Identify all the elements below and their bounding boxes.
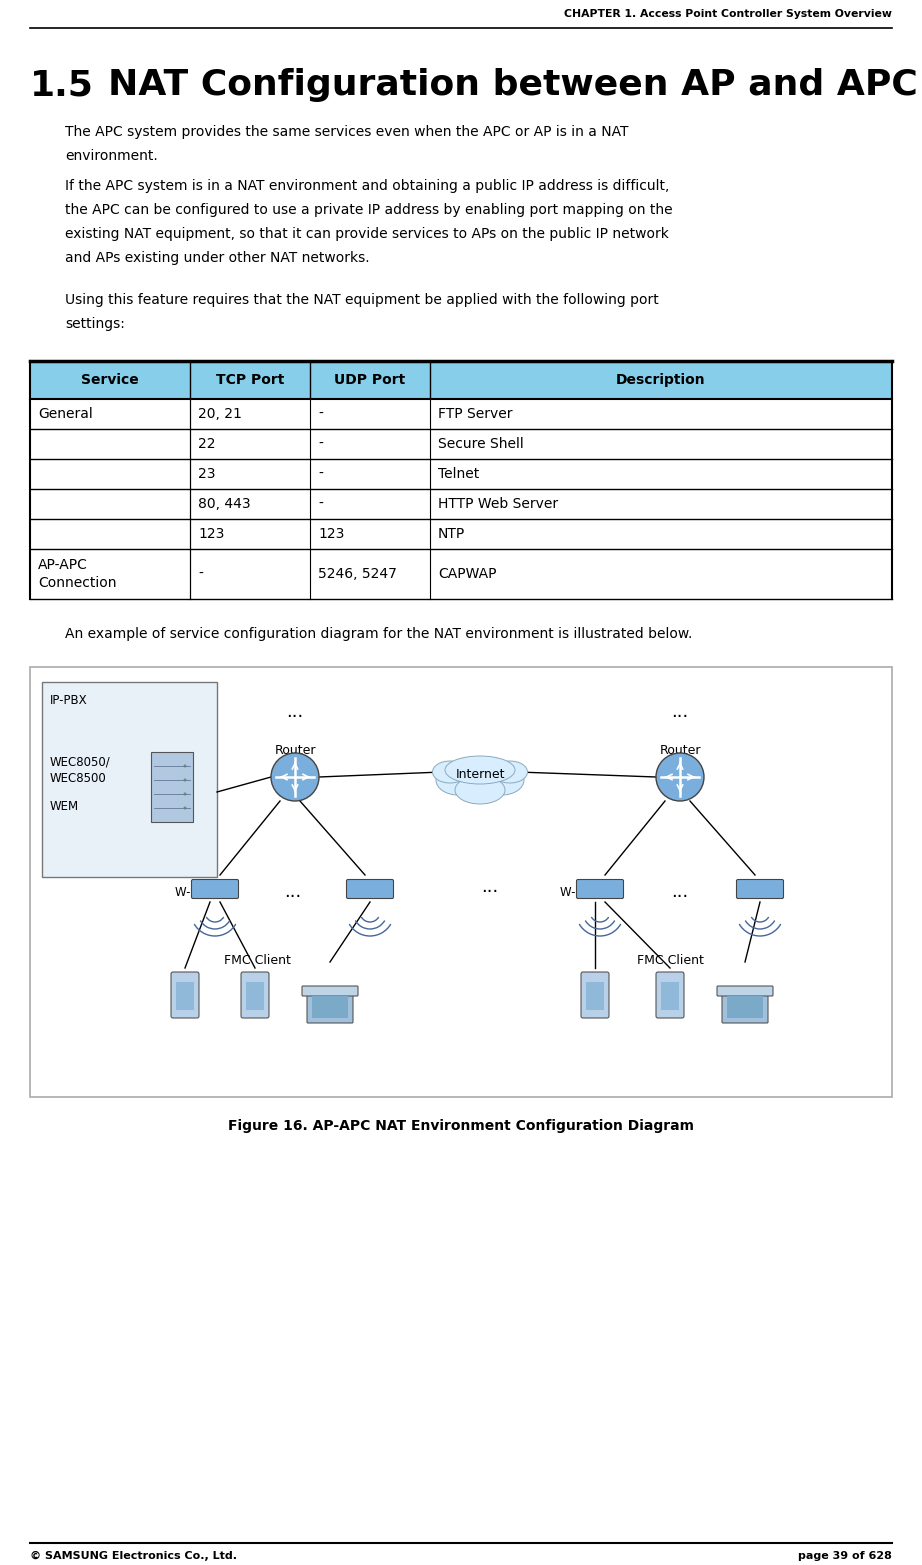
FancyBboxPatch shape: [241, 972, 269, 1017]
Circle shape: [183, 778, 186, 781]
Text: settings:: settings:: [65, 318, 124, 332]
Circle shape: [271, 753, 319, 801]
Text: Description: Description: [616, 372, 706, 387]
Text: NAT Configuration between AP and APC: NAT Configuration between AP and APC: [108, 67, 917, 102]
Bar: [661, 981, 679, 1009]
Text: General: General: [38, 407, 93, 421]
Text: 5246, 5247: 5246, 5247: [318, 567, 396, 581]
Text: Service: Service: [81, 372, 139, 387]
Text: Telnet: Telnet: [438, 466, 479, 480]
Text: page 39 of 628: page 39 of 628: [798, 1551, 892, 1560]
FancyBboxPatch shape: [722, 991, 768, 1024]
Text: ...: ...: [481, 878, 499, 897]
Text: FMC Client: FMC Client: [224, 955, 291, 967]
Text: ...: ...: [284, 883, 301, 901]
Text: WEC8500: WEC8500: [50, 773, 107, 786]
FancyBboxPatch shape: [192, 880, 239, 898]
Circle shape: [183, 764, 186, 767]
Text: IP-PBX: IP-PBX: [50, 693, 88, 706]
Text: existing NAT equipment, so that it can provide services to APs on the public IP : existing NAT equipment, so that it can p…: [65, 227, 668, 241]
Bar: [42, 682, 217, 876]
Ellipse shape: [492, 761, 527, 782]
Text: 123: 123: [198, 527, 224, 541]
FancyBboxPatch shape: [656, 972, 684, 1017]
Text: ...: ...: [287, 703, 303, 721]
Text: -: -: [318, 437, 323, 451]
Text: CHAPTER 1. Access Point Controller System Overview: CHAPTER 1. Access Point Controller Syste…: [564, 9, 892, 19]
Text: Internet: Internet: [455, 767, 504, 781]
Text: Router: Router: [659, 743, 701, 757]
FancyBboxPatch shape: [347, 880, 394, 898]
Ellipse shape: [445, 756, 515, 784]
Text: The APC system provides the same services even when the APC or AP is in a NAT: The APC system provides the same service…: [65, 125, 629, 139]
Circle shape: [183, 806, 186, 809]
Text: -: -: [318, 407, 323, 421]
Text: 20, 21: 20, 21: [198, 407, 242, 421]
Text: CAPWAP: CAPWAP: [438, 567, 497, 581]
Text: 80, 443: 80, 443: [198, 498, 251, 512]
FancyBboxPatch shape: [576, 880, 623, 898]
Text: the APC can be configured to use a private IP address by enabling port mapping o: the APC can be configured to use a priva…: [65, 203, 673, 218]
Text: AP-APC: AP-APC: [38, 559, 88, 571]
Bar: [586, 981, 604, 1009]
Text: FTP Server: FTP Server: [438, 407, 513, 421]
Ellipse shape: [455, 776, 505, 804]
Text: TCP Port: TCP Port: [216, 372, 284, 387]
Text: -: -: [198, 567, 203, 581]
Text: NTP: NTP: [438, 527, 466, 541]
Text: Connection: Connection: [38, 576, 116, 590]
Text: 1.5: 1.5: [30, 67, 94, 102]
FancyBboxPatch shape: [307, 991, 353, 1024]
Text: 22: 22: [198, 437, 216, 451]
Text: HTTP Web Server: HTTP Web Server: [438, 498, 558, 512]
Text: ...: ...: [671, 883, 689, 901]
Text: An example of service configuration diagram for the NAT environment is illustrat: An example of service configuration diag…: [65, 628, 692, 642]
Bar: [727, 995, 763, 1017]
Text: Secure Shell: Secure Shell: [438, 437, 524, 451]
Text: W-EP AP: W-EP AP: [560, 886, 609, 898]
Text: © SAMSUNG Electronics Co., Ltd.: © SAMSUNG Electronics Co., Ltd.: [30, 1551, 237, 1560]
Text: W-EP AP: W-EP AP: [175, 886, 224, 898]
Text: WEM: WEM: [50, 801, 79, 814]
Text: UDP Port: UDP Port: [335, 372, 406, 387]
Text: -: -: [318, 498, 323, 512]
Ellipse shape: [480, 765, 524, 795]
Text: environment.: environment.: [65, 149, 158, 163]
Ellipse shape: [436, 765, 480, 795]
Text: Router: Router: [274, 743, 315, 757]
FancyBboxPatch shape: [717, 986, 773, 995]
Bar: [246, 981, 264, 1009]
Text: WEC8050/: WEC8050/: [50, 756, 111, 768]
Text: and APs existing under other NAT networks.: and APs existing under other NAT network…: [65, 250, 370, 264]
Ellipse shape: [432, 761, 467, 782]
FancyBboxPatch shape: [151, 753, 193, 822]
Text: If the APC system is in a NAT environment and obtaining a public IP address is d: If the APC system is in a NAT environmen…: [65, 178, 669, 192]
Text: Using this feature requires that the NAT equipment be applied with the following: Using this feature requires that the NAT…: [65, 293, 658, 307]
Bar: [30, 667, 892, 1097]
Text: 123: 123: [318, 527, 345, 541]
Text: ...: ...: [671, 703, 689, 721]
Text: Figure 16. AP-APC NAT Environment Configuration Diagram: Figure 16. AP-APC NAT Environment Config…: [228, 1119, 694, 1133]
Text: FMC Client: FMC Client: [636, 955, 703, 967]
Text: -: -: [318, 466, 323, 480]
Circle shape: [183, 792, 186, 795]
FancyBboxPatch shape: [581, 972, 609, 1017]
FancyBboxPatch shape: [737, 880, 784, 898]
FancyBboxPatch shape: [171, 972, 199, 1017]
FancyBboxPatch shape: [302, 986, 358, 995]
Circle shape: [656, 753, 704, 801]
Text: 23: 23: [198, 466, 216, 480]
Bar: [30, 362, 892, 399]
Bar: [176, 981, 194, 1009]
Bar: [312, 995, 348, 1017]
